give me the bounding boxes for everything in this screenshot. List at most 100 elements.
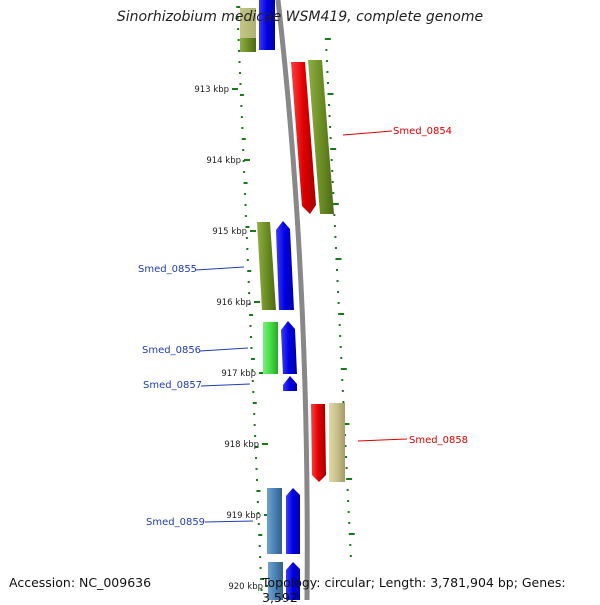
cds-arrow-smed-0858[interactable]: [311, 404, 326, 482]
gc-dot: [349, 544, 352, 546]
gc-dot: [329, 126, 332, 128]
gc-dot: [326, 71, 329, 73]
gc-dot: [325, 49, 328, 51]
gc-dot: [338, 313, 345, 315]
gc-dot: [335, 258, 342, 260]
gc-dot: [337, 291, 340, 293]
gc-dot: [340, 368, 347, 370]
axis-tick-label: 918 kbp: [224, 440, 259, 450]
axis-tick-label: 913 kbp: [194, 85, 229, 95]
gc-dot: [331, 170, 334, 172]
gc-dot: [240, 116, 243, 118]
features: [240, 0, 345, 600]
gc-dot: [237, 28, 240, 30]
axis-tick-label: 915 kbp: [212, 227, 247, 237]
gene-leaders: [195, 130, 408, 523]
gc-dot: [241, 138, 246, 140]
gene-label-smed-0857[interactable]: Smed_0857: [143, 380, 202, 391]
gc-dot: [339, 346, 342, 348]
gc-dot: [245, 237, 248, 239]
gc-dot: [259, 567, 262, 569]
cds-arrow-smed-0854[interactable]: [291, 62, 316, 214]
gc-dot: [248, 292, 251, 294]
cog-block-smed-0859[interactable]: [267, 488, 282, 554]
gc-dot: [245, 226, 250, 228]
cds-arrow-smed-0857[interactable]: [283, 376, 297, 391]
leader-smed-0859: [204, 520, 254, 523]
cog-block-smed-0856[interactable]: [263, 322, 278, 374]
gc-dot: [255, 468, 258, 470]
map-title: Sinorhizobium medicae WSM419, complete g…: [116, 9, 484, 25]
gc-dot: [243, 171, 246, 173]
cds-block[interactable]: [259, 0, 275, 50]
cog-block-smed-0854[interactable]: [308, 60, 334, 214]
gc-dot: [236, 17, 239, 19]
gc-dot: [348, 533, 355, 535]
leader-smed-0857: [200, 383, 251, 387]
gc-dot: [246, 248, 249, 250]
gc-dot: [242, 149, 245, 151]
gc-dot: [347, 500, 350, 502]
gc-dot: [333, 214, 336, 216]
cds-arrow-smed-0856[interactable]: [281, 321, 297, 374]
cds-arrow[interactable]: [286, 562, 300, 600]
gc-dot: [336, 269, 339, 271]
gene-label-smed-0859[interactable]: Smed_0859: [146, 517, 205, 528]
cog-block-smed-0858[interactable]: [329, 403, 345, 482]
topology-text: Topology: circular; Length: 3,781,904 bp…: [262, 575, 566, 605]
leader-smed-0858: [357, 438, 408, 442]
gc-dot: [258, 545, 261, 547]
gc-dot: [250, 336, 252, 338]
gc-dot: [340, 357, 343, 359]
cog-block[interactable]: [240, 8, 256, 38]
gc-dot: [332, 192, 335, 194]
gc-dot: [239, 72, 241, 74]
gc-dot: [256, 501, 259, 503]
gc-dot: [244, 204, 247, 206]
gc-dot: [336, 280, 339, 282]
gc-dot: [252, 402, 257, 404]
gc-dot: [243, 182, 248, 184]
gene-label-smed-0854[interactable]: Smed_0854: [393, 126, 452, 137]
gc-dot: [330, 159, 333, 161]
cog-block[interactable]: [268, 562, 283, 600]
gc-dot: [256, 490, 261, 492]
gc-dot: [250, 347, 253, 349]
axis-tick-label: 916 kbp: [216, 298, 251, 308]
gc-dot: [253, 413, 256, 415]
gc-dot: [239, 94, 244, 96]
gc-dot: [244, 193, 247, 195]
axis-tick-label: 914 kbp: [206, 156, 241, 166]
gc-dot: [251, 369, 254, 371]
gc-dot: [349, 555, 352, 557]
gc-dot: [344, 445, 347, 447]
cds-arrow-smed-0855[interactable]: [276, 221, 294, 310]
gc-dot: [239, 83, 242, 85]
gene-label-smed-0856[interactable]: Smed_0856: [142, 345, 201, 356]
accession-text: Accession: NC_009636: [9, 575, 152, 590]
gc-content-track: [236, 6, 355, 591]
gc-dot: [259, 556, 262, 558]
gc-dot: [331, 181, 334, 183]
gc-dot: [329, 137, 332, 139]
gc-dot: [341, 390, 344, 392]
gc-dot: [253, 424, 256, 426]
cds-arrow-smed-0859[interactable]: [286, 488, 300, 554]
gc-dot: [257, 512, 260, 514]
cog-block-smed-0855[interactable]: [257, 222, 276, 310]
gc-dot: [347, 511, 350, 513]
gc-dot: [260, 578, 265, 580]
gc-dot: [328, 104, 331, 106]
gc-dot: [338, 324, 341, 326]
gene-label-smed-0858[interactable]: Smed_0858: [409, 435, 468, 446]
gc-dot: [246, 259, 249, 261]
gc-dot: [240, 105, 243, 107]
gc-dot: [251, 380, 254, 382]
gc-dot: [241, 127, 244, 129]
gc-dot: [332, 203, 339, 205]
gc-dot: [247, 281, 250, 283]
axis-tick-label: 917 kbp: [221, 369, 256, 379]
gc-dot: [348, 522, 351, 524]
gene-label-smed-0855[interactable]: Smed_0855: [138, 264, 197, 275]
